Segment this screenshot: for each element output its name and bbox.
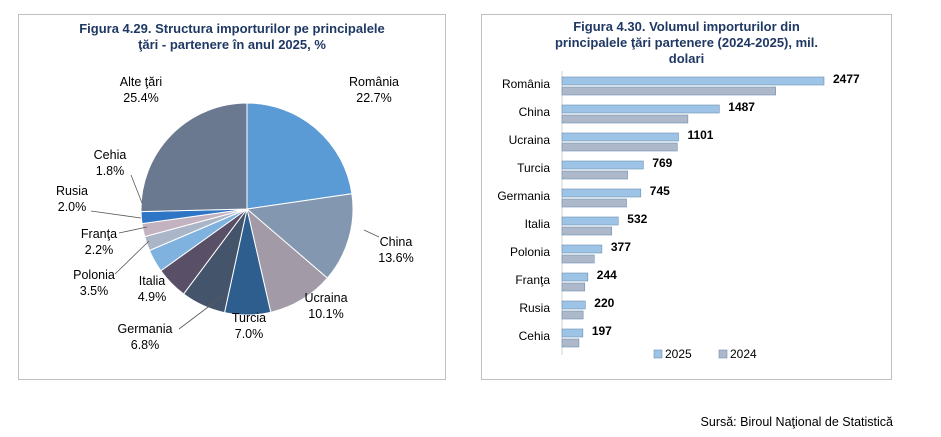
bar-2024-italia <box>561 226 613 236</box>
bar-category-germania: Germania <box>497 189 550 203</box>
pie-value-germania: 6.8% <box>131 338 160 352</box>
pie-value-rusia: 2.0% <box>58 200 87 214</box>
pie-slice-china <box>245 193 354 279</box>
bar-value-ucraina: 1101 <box>687 128 713 142</box>
pie-label-italia: Italia <box>139 274 165 288</box>
pie-leader-germania <box>178 294 225 330</box>
pie-value-alte-tari: 25.4% <box>123 91 158 105</box>
bar-2025-polonia <box>561 244 603 254</box>
legend-swatch-2024 <box>718 349 728 359</box>
source-note: Sursă: Biroul Naţional de Statistică <box>700 415 893 429</box>
pie-title-line-1: Figura 4.29. Structura importurilor pe p… <box>79 21 385 36</box>
pie-value-ucraina: 10.1% <box>308 307 343 321</box>
pie-label-romania: România <box>349 75 399 89</box>
bar-2024-franta <box>561 282 586 292</box>
pie-chart-title: Figura 4.29. Structura importurilor pe p… <box>19 21 445 53</box>
bar-2025-franta <box>561 272 589 282</box>
legend-label-2025: 2025 <box>665 347 692 361</box>
pie-label-ucraina: Ucraina <box>304 291 347 305</box>
bar-2025-china <box>561 104 720 114</box>
pie-leader-cehia <box>130 174 143 204</box>
bar-title-line-2: principalele ţări partenere (2024-2025),… <box>554 35 818 50</box>
pie-value-italia: 4.9% <box>138 290 167 304</box>
bar-category-polonia: Polonia <box>510 245 550 259</box>
bar-category-turcia: Turcia <box>517 161 550 175</box>
bar-category-italia: Italia <box>525 217 551 231</box>
bar-category-china: China <box>519 105 551 119</box>
pie-label-turcia: Turcia <box>232 311 266 325</box>
pie-value-romania: 22.7% <box>356 91 391 105</box>
bar-value-cehia: 197 <box>592 324 612 338</box>
pie-label-franta: Franţa <box>81 227 117 241</box>
pie-chart: România 22.7% China 13.6% Ucraina 10.1% Turcia… <box>56 75 414 352</box>
pie-leader-polonia <box>114 240 150 275</box>
bar-2025-cehia <box>561 328 584 338</box>
pie-label-polonia: Polonia <box>73 268 115 282</box>
bar-2024-germania <box>561 198 627 208</box>
bar-2024-polonia <box>561 254 595 264</box>
legend-swatch-2025 <box>653 349 663 359</box>
bar-2025-ucraina <box>561 132 679 142</box>
bar-2025-germania <box>561 188 642 198</box>
bar-value-china: 1487 <box>728 100 755 114</box>
pie-label-china: China <box>380 235 413 249</box>
pie-leader-franta <box>118 226 148 234</box>
pie-leader-rusia <box>90 210 142 219</box>
pie-title-line-2: ţări - partenere în anul 2025, % <box>138 37 326 52</box>
legend-label-2024: 2024 <box>730 347 757 361</box>
bar-value-turcia: 769 <box>652 156 672 170</box>
pie-chart-panel: Figura 4.29. Structura importurilor pe p… <box>18 14 446 380</box>
pie-value-franta: 2.2% <box>85 243 114 257</box>
pie-label-alte-tari: Alte ţări <box>120 75 162 89</box>
bar-category-rusia: Rusia <box>519 301 550 315</box>
bar-value-rusia: 220 <box>594 296 614 310</box>
pie-value-turcia: 7.0% <box>235 327 264 341</box>
bar-category-romania: România <box>502 77 550 91</box>
pie-value-cehia: 1.8% <box>96 164 125 178</box>
bar-2024-turcia <box>561 170 628 180</box>
bar-value-germania: 745 <box>650 184 670 198</box>
bar-2025-turcia <box>561 160 644 170</box>
bar-value-romania: 2477 <box>833 72 860 86</box>
bar-2024-rusia <box>561 310 584 320</box>
bar-2025-romania <box>561 76 825 86</box>
pie-leader-china <box>363 229 380 238</box>
pie-slice-romania <box>246 102 353 210</box>
bar-2024-ucraina <box>561 142 678 152</box>
bar-value-italia: 532 <box>627 212 647 226</box>
bar-title-line-3: dolari <box>668 51 705 66</box>
bar-title-line-1: Figura 4.30. Volumul importurilor din <box>573 19 800 34</box>
bar-chart-panel: Figura 4.30. Volumul importurilor din pr… <box>481 14 892 380</box>
pie-label-germania: Germania <box>118 322 173 336</box>
bar-2025-italia <box>561 216 619 226</box>
bar-value-polonia: 377 <box>611 240 631 254</box>
bar-category-ucraina: Ucraina <box>509 133 551 147</box>
bar-category-cehia: Cehia <box>519 329 551 343</box>
bar-value-franta: 244 <box>597 268 617 282</box>
pie-value-china: 13.6% <box>378 251 413 265</box>
bar-2025-rusia <box>561 300 586 310</box>
pie-label-rusia: Rusia <box>56 184 88 198</box>
bar-2024-china <box>561 114 689 124</box>
bar-chart-title: Figura 4.30. Volumul importurilor din pr… <box>482 19 891 67</box>
pie-slice-alte-tari <box>140 102 248 213</box>
pie-label-cehia: Cehia <box>94 148 127 162</box>
bar-chart: România 2477 China 1487 Ucraina 1101 Turcia 769… <box>497 71 860 361</box>
bar-2024-romania <box>561 86 776 96</box>
bar-2024-cehia <box>561 338 580 348</box>
pie-value-polonia: 3.5% <box>80 284 109 298</box>
bar-category-franta: Franţa <box>515 273 550 287</box>
